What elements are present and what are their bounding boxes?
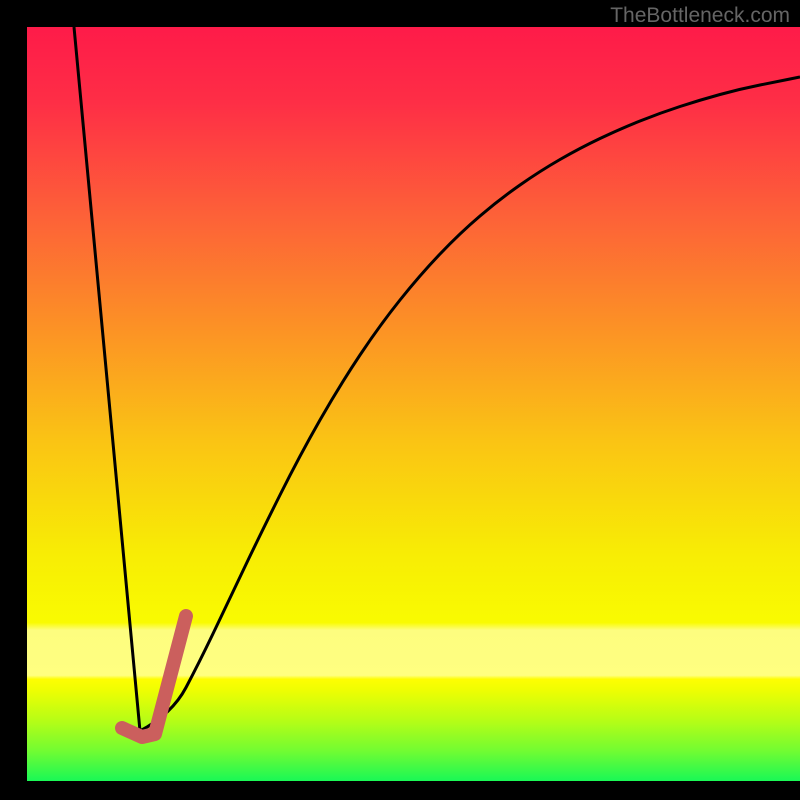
attribution-label: TheBottleneck.com — [610, 4, 790, 28]
chart-container: TheBottleneck.com — [0, 0, 800, 800]
plot-area — [0, 0, 800, 800]
plot-svg — [0, 0, 800, 800]
gradient-background — [27, 27, 800, 781]
